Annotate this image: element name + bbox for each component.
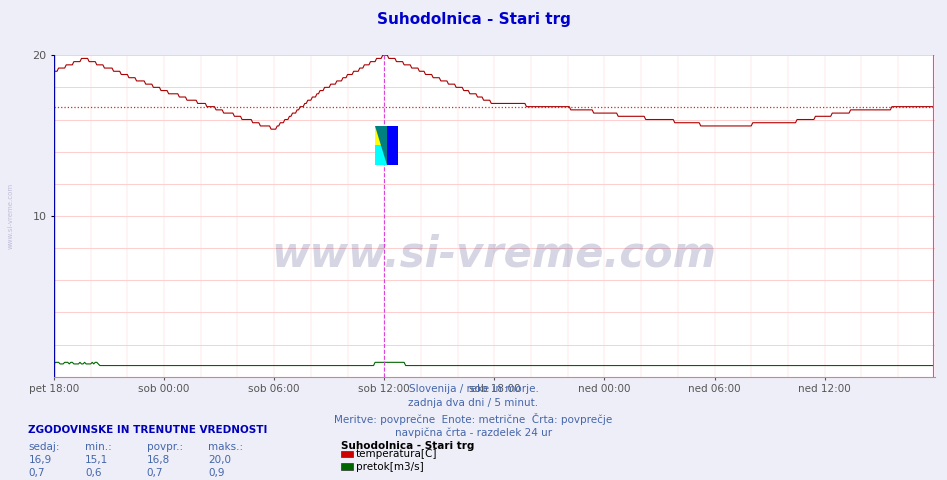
Text: maks.:: maks.:	[208, 442, 243, 452]
Text: www.si-vreme.com: www.si-vreme.com	[272, 234, 717, 276]
Text: min.:: min.:	[85, 442, 112, 452]
Text: 0,7: 0,7	[28, 468, 45, 478]
Text: www.si-vreme.com: www.si-vreme.com	[8, 183, 13, 249]
Text: 16,8: 16,8	[147, 455, 170, 465]
Text: navpična črta - razdelek 24 ur: navpična črta - razdelek 24 ur	[395, 427, 552, 438]
FancyBboxPatch shape	[375, 126, 387, 165]
Text: 15,1: 15,1	[85, 455, 109, 465]
Text: 0,6: 0,6	[85, 468, 101, 478]
Text: ZGODOVINSKE IN TRENUTNE VREDNOSTI: ZGODOVINSKE IN TRENUTNE VREDNOSTI	[28, 425, 268, 435]
Text: povpr.:: povpr.:	[147, 442, 183, 452]
Text: temperatura[C]: temperatura[C]	[356, 449, 438, 459]
Text: Slovenija / reke in morje.: Slovenija / reke in morje.	[408, 384, 539, 394]
Text: Suhodolnica - Stari trg: Suhodolnica - Stari trg	[341, 441, 474, 451]
Text: 0,7: 0,7	[147, 468, 163, 478]
Text: Suhodolnica - Stari trg: Suhodolnica - Stari trg	[377, 12, 570, 27]
Text: Meritve: povprečne  Enote: metrične  Črta: povprečje: Meritve: povprečne Enote: metrične Črta:…	[334, 413, 613, 425]
Text: pretok[m3/s]: pretok[m3/s]	[356, 462, 424, 471]
Text: zadnja dva dni / 5 minut.: zadnja dva dni / 5 minut.	[408, 398, 539, 408]
Text: 0,9: 0,9	[208, 468, 224, 478]
Polygon shape	[375, 126, 387, 165]
FancyBboxPatch shape	[375, 145, 387, 165]
FancyBboxPatch shape	[387, 126, 399, 165]
Text: 20,0: 20,0	[208, 455, 231, 465]
Text: sedaj:: sedaj:	[28, 442, 60, 452]
Text: 16,9: 16,9	[28, 455, 52, 465]
